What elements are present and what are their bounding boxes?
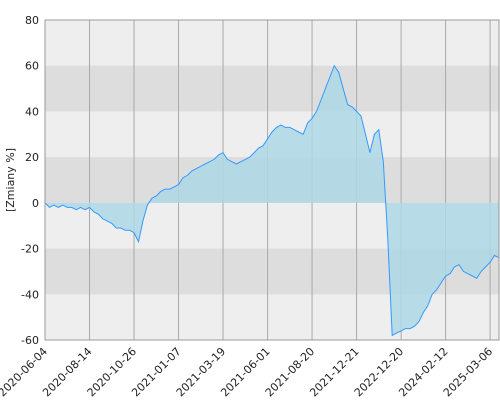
- y-tick-label: 20: [25, 151, 39, 164]
- grid-band: [45, 65, 499, 112]
- plot-border: [44, 19, 500, 341]
- area: [45, 65, 499, 336]
- y-tick-label: -40: [21, 288, 39, 301]
- y-tick-label: -60: [21, 334, 39, 347]
- y-tick-label: 40: [25, 105, 39, 118]
- y-tick-label: 0: [32, 197, 39, 210]
- line: [44, 64, 500, 337]
- y-tick-label: 80: [25, 14, 39, 27]
- y-axis-label: [Zmiany %]: [4, 148, 17, 212]
- y-tick-label: 60: [25, 60, 39, 73]
- y-tick-label: -20: [21, 243, 39, 256]
